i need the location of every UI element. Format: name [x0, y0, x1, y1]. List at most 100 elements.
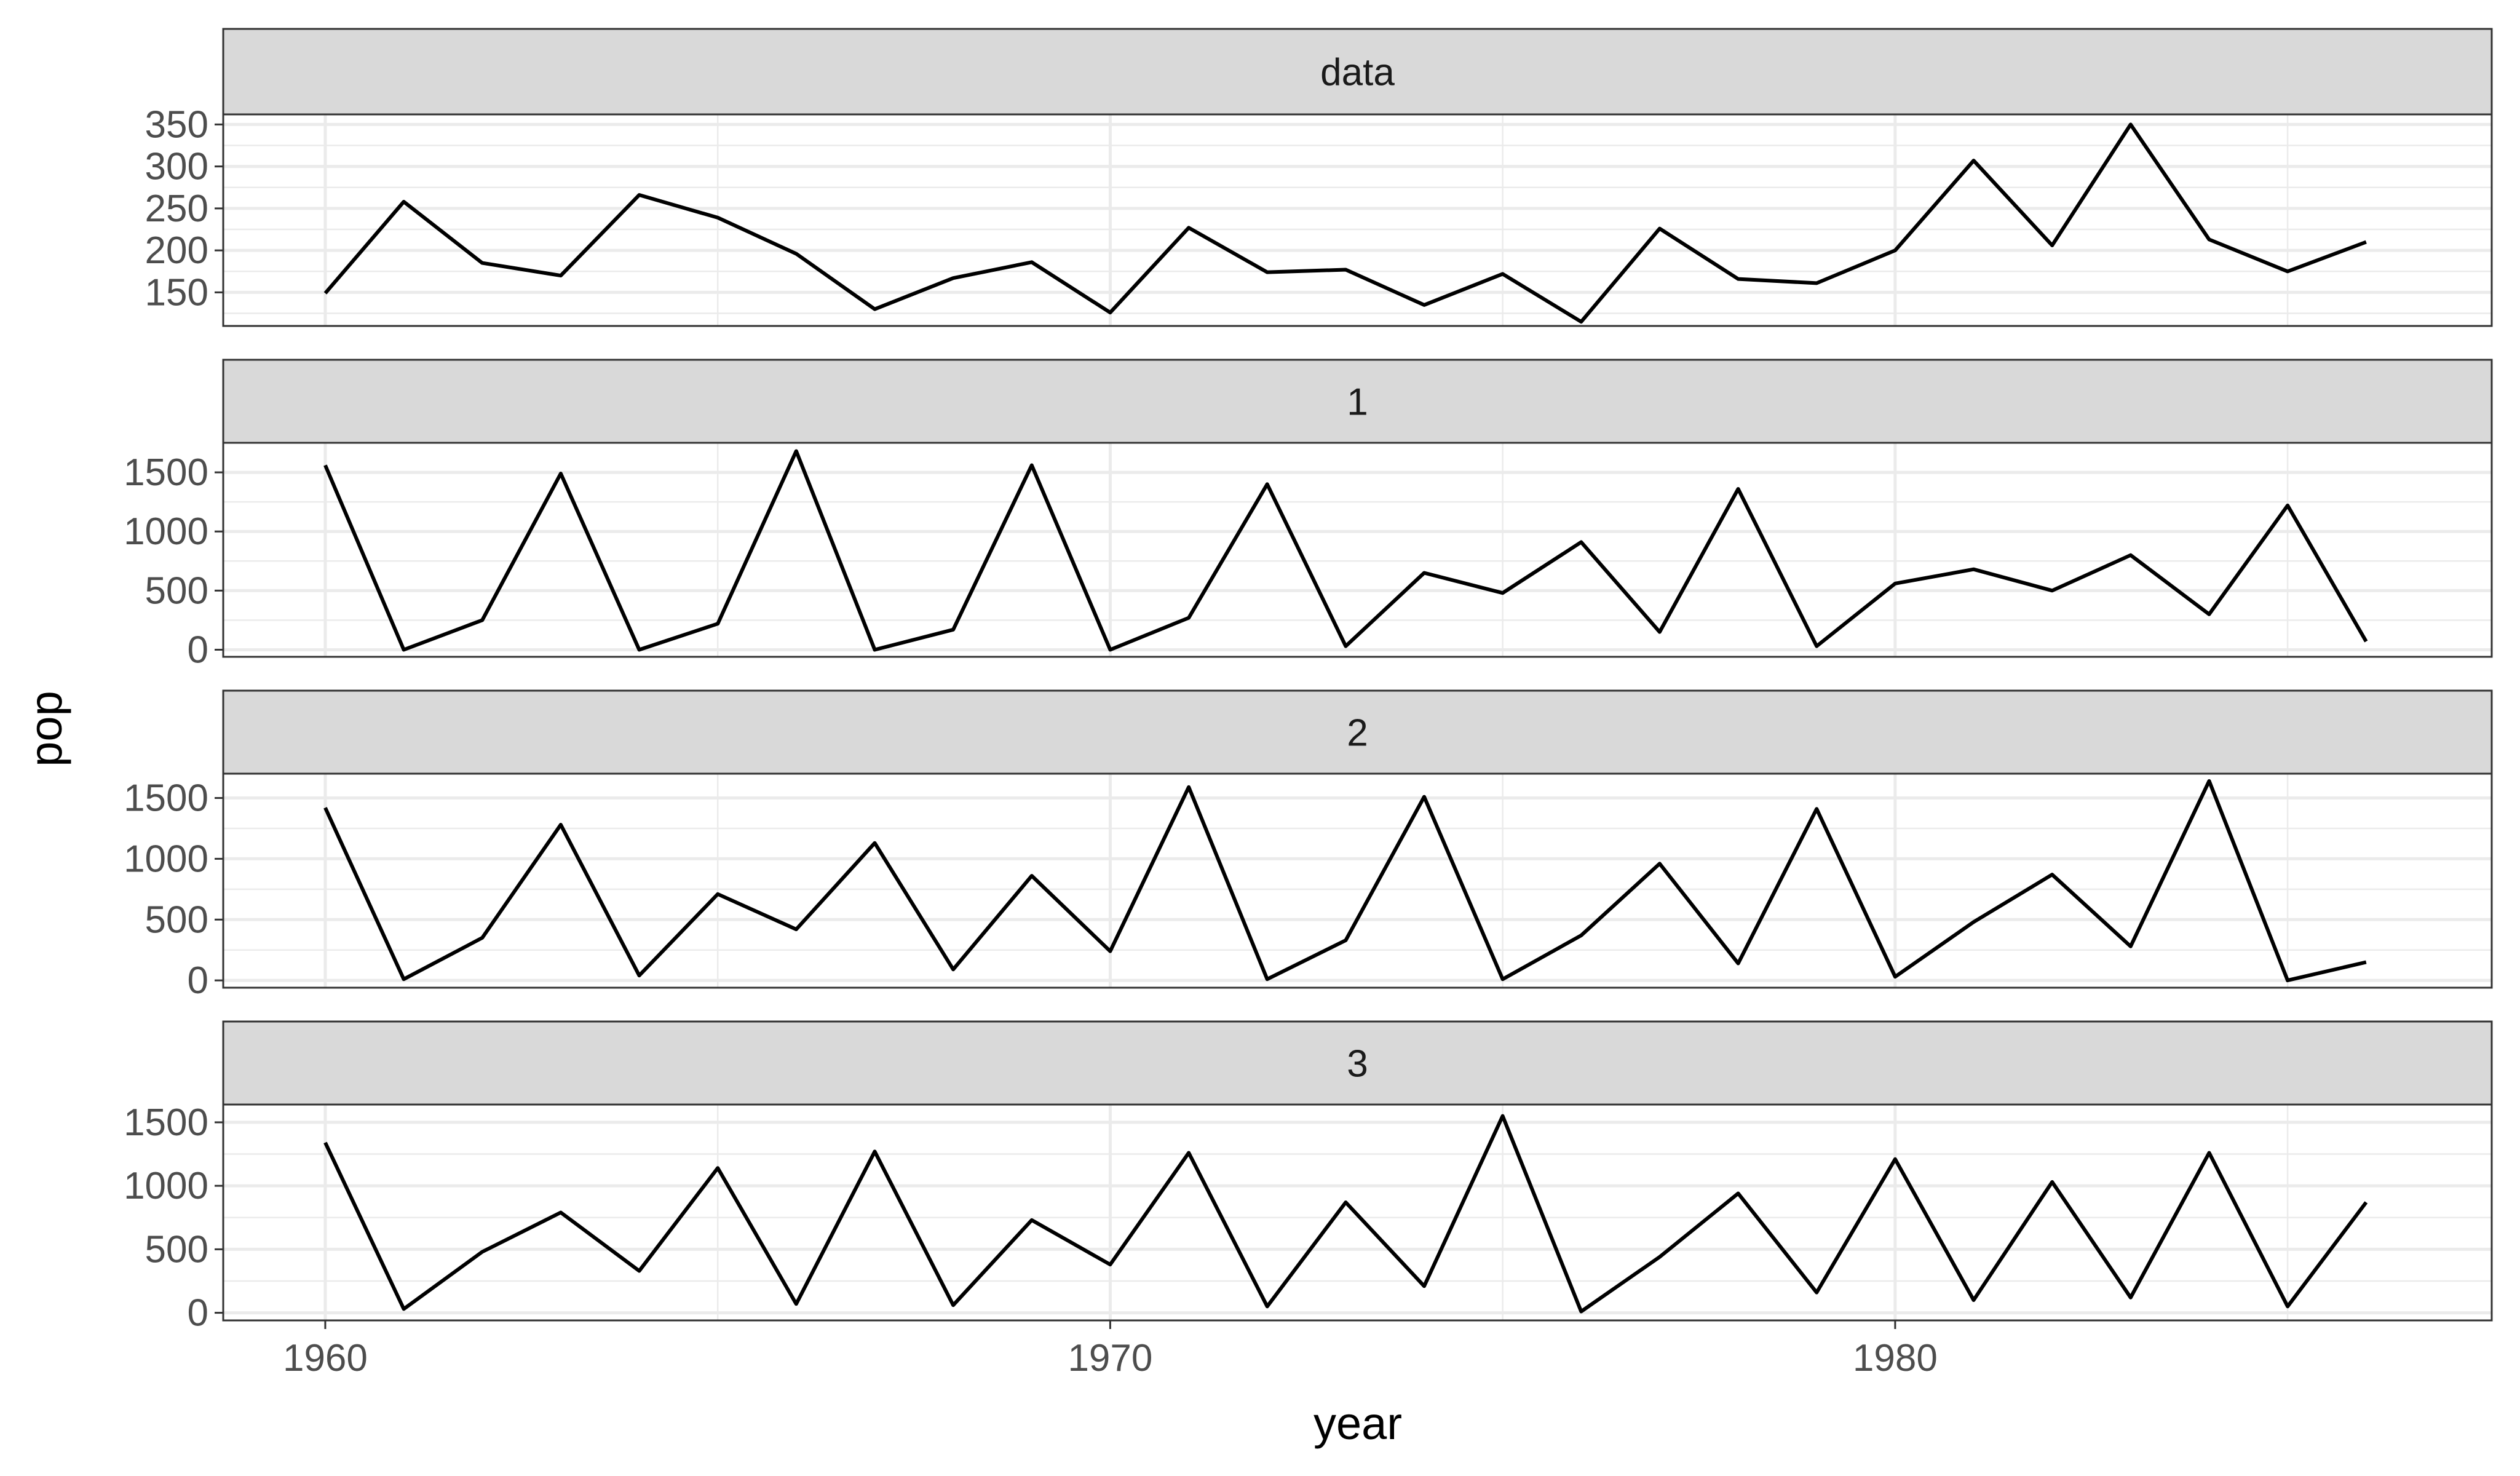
data-point [2286, 1304, 2289, 1308]
data-point [1344, 1200, 1347, 1204]
data-point [402, 977, 406, 981]
data-point [1815, 645, 1818, 648]
data-point [1737, 277, 1740, 281]
facet-strip-label: 3 [1347, 1043, 1368, 1085]
data-point [873, 1149, 876, 1153]
data-point [1108, 1263, 1112, 1266]
data-point [1266, 271, 1269, 274]
series-line-4 [323, 1114, 2368, 1314]
data-point [480, 936, 484, 940]
data-point [1266, 482, 1269, 486]
facet-strip [222, 689, 2493, 775]
data-point [559, 1211, 563, 1215]
y-tick-label: 1500 [124, 1101, 208, 1144]
facet-strip-label: 1 [1347, 381, 1368, 424]
data-point [1893, 1157, 1897, 1161]
data-point [1501, 272, 1505, 276]
y-tick-label: 1500 [124, 777, 208, 820]
data-point [951, 628, 955, 632]
data-point [1422, 1284, 1426, 1288]
data-point [2050, 873, 2054, 876]
panel-background [223, 774, 2492, 988]
data-point [480, 261, 484, 265]
data-point [1579, 934, 1583, 937]
y-tick-label: 1000 [124, 1165, 208, 1207]
x-axis-title: year [1313, 1398, 1402, 1449]
data-point [794, 252, 798, 256]
y-tick-label: 500 [145, 569, 208, 612]
data-point [2286, 978, 2289, 982]
data-point [873, 648, 876, 651]
y-tick-label: 0 [188, 1292, 208, 1335]
data-point [2050, 589, 2054, 592]
data-point [1030, 260, 1034, 264]
data-point [716, 216, 719, 220]
data-point [2129, 945, 2133, 948]
data-point [323, 292, 327, 295]
data-point [638, 193, 641, 197]
data-point [794, 449, 798, 453]
data-point [794, 927, 798, 931]
data-point [2207, 613, 2211, 616]
data-point [1815, 807, 1818, 811]
data-point [323, 806, 327, 809]
data-point [1893, 582, 1897, 585]
data-point [1658, 227, 1662, 231]
data-point [873, 308, 876, 311]
data-point [559, 472, 563, 475]
data-point [1501, 977, 1505, 981]
y-tick-label: 1000 [124, 838, 208, 880]
series-line-1 [323, 122, 2367, 324]
data-point [1187, 1151, 1191, 1154]
facet-strip-label: 2 [1347, 712, 1368, 755]
data-point [1972, 1298, 1976, 1302]
data-point [1266, 977, 1269, 981]
y-tick-label: 250 [145, 188, 208, 230]
panel-background [223, 443, 2492, 657]
data-point [2207, 1151, 2211, 1154]
data-point [794, 1302, 798, 1306]
y-tick-label: 200 [145, 229, 208, 272]
data-point [2129, 122, 2133, 126]
data-point [638, 648, 641, 651]
data-point [2050, 1180, 2054, 1184]
data-point [1579, 320, 1583, 323]
data-point [2207, 237, 2211, 241]
x-tick-label: 1960 [283, 1337, 368, 1379]
data-point [1344, 268, 1347, 272]
facet-strip [222, 1020, 2493, 1106]
data-point [402, 200, 406, 204]
data-point [1187, 226, 1191, 229]
data-point [2286, 504, 2289, 507]
y-tick-label: 0 [188, 959, 208, 1002]
data-point [1266, 1304, 1269, 1308]
data-point [1108, 950, 1112, 953]
data-point [1187, 785, 1191, 789]
data-point [402, 1307, 406, 1311]
data-point [1972, 920, 1976, 924]
facet-strip [222, 28, 2493, 116]
data-point [716, 622, 719, 625]
facet-strip [222, 359, 2493, 444]
data-point [2364, 240, 2368, 244]
data-point [2364, 1200, 2368, 1204]
data-point [951, 276, 955, 280]
data-point [1737, 1192, 1740, 1196]
y-tick-label: 1500 [124, 451, 208, 494]
data-point [1030, 464, 1034, 467]
data-point [480, 618, 484, 622]
data-point [1972, 159, 1976, 162]
y-tick-label: 500 [145, 1228, 208, 1271]
y-tick-label: 300 [145, 146, 208, 188]
data-point [1893, 975, 1897, 978]
data-point [2129, 1296, 2133, 1299]
data-point [1344, 645, 1347, 648]
data-point [951, 967, 955, 971]
y-tick-label: 350 [145, 103, 208, 146]
data-point [1501, 591, 1505, 595]
data-point [1422, 571, 1426, 574]
data-point [1579, 1310, 1583, 1314]
data-point [1108, 648, 1112, 651]
data-point [2286, 269, 2289, 273]
